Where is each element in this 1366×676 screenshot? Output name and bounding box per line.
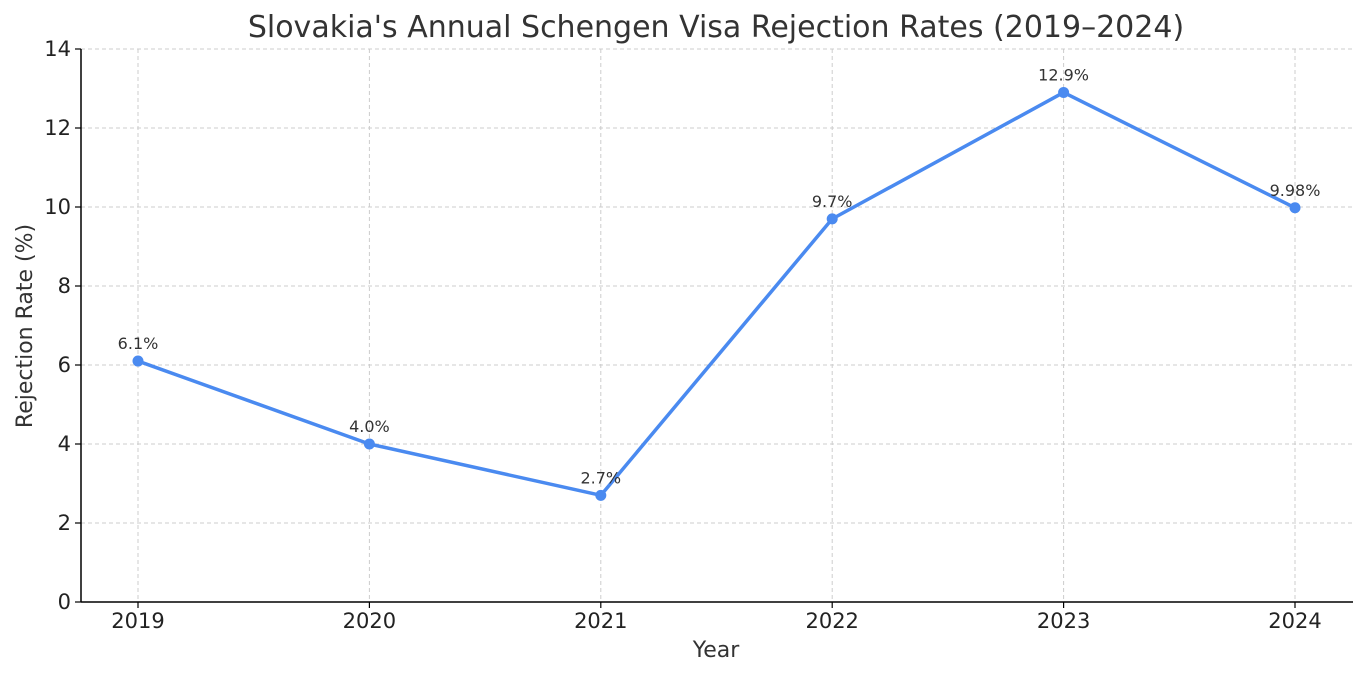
series-rejection-rate bbox=[132, 86, 1301, 501]
grid bbox=[81, 48, 1353, 602]
ticks: 0 2 4 6 8 10 12 14 2019 2020 2021 2022 2023 2024 bbox=[44, 37, 1321, 633]
data-point bbox=[1058, 86, 1070, 98]
data-label: 4.0% bbox=[349, 417, 390, 436]
data-point bbox=[826, 213, 838, 225]
data-point bbox=[363, 438, 375, 450]
x-tick-label: 2021 bbox=[574, 609, 627, 633]
y-tick-label: 10 bbox=[44, 195, 71, 219]
y-tick-label: 6 bbox=[58, 353, 71, 377]
x-tick-label: 2020 bbox=[343, 609, 396, 633]
y-tick-label: 8 bbox=[58, 274, 71, 298]
axes bbox=[80, 49, 1353, 603]
y-tick-label: 12 bbox=[44, 116, 71, 140]
y-tick-label: 2 bbox=[58, 511, 71, 535]
data-labels: 6.1% 4.0% 2.7% 9.7% 12.9% 9.98% bbox=[118, 65, 1321, 487]
x-tick-label: 2019 bbox=[111, 609, 164, 633]
y-axis-label: Rejection Rate (%) bbox=[13, 224, 38, 428]
x-tick-label: 2022 bbox=[805, 609, 858, 633]
data-label: 6.1% bbox=[118, 334, 159, 353]
data-label: 9.98% bbox=[1270, 181, 1321, 200]
data-point bbox=[132, 355, 144, 367]
data-point bbox=[1289, 202, 1301, 214]
series-line bbox=[137, 90, 1296, 498]
data-label: 12.9% bbox=[1038, 65, 1089, 84]
x-tick-label: 2023 bbox=[1037, 609, 1090, 633]
data-label: 2.7% bbox=[580, 468, 621, 487]
x-axis-label: Year bbox=[692, 638, 741, 663]
chart-title: Slovakia's Annual Schengen Visa Rejectio… bbox=[248, 10, 1184, 45]
data-label: 9.7% bbox=[812, 192, 853, 211]
x-tick-label: 2024 bbox=[1268, 609, 1321, 633]
y-tick-label: 14 bbox=[44, 37, 71, 61]
y-tick-label: 4 bbox=[58, 432, 71, 456]
y-tick-label: 0 bbox=[58, 590, 71, 614]
data-point bbox=[595, 489, 607, 501]
